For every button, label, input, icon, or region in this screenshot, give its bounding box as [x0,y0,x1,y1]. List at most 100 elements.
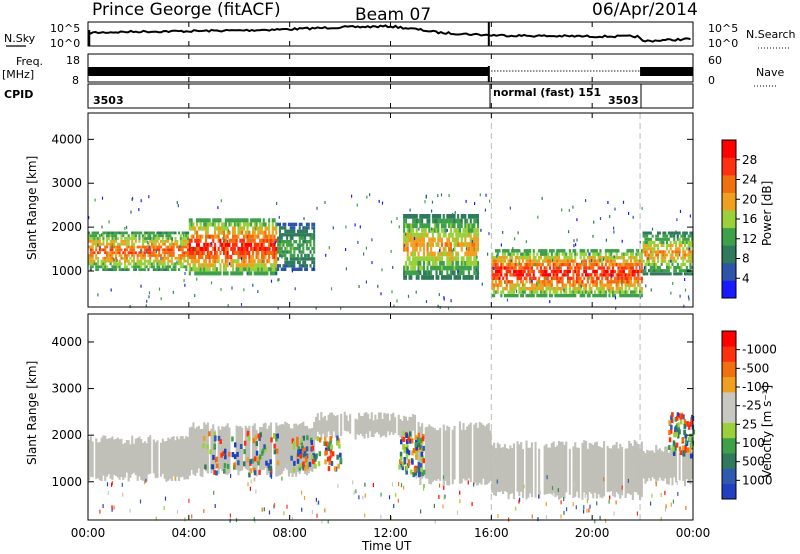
power-cell [507,266,510,270]
power-cell [275,246,278,251]
power-cell [687,240,690,244]
power-cell [122,251,125,255]
power-cell [203,218,206,223]
power-speckle [537,215,539,219]
power-cell [682,240,685,244]
power-cell [98,251,101,255]
velocity-ground-scatter [161,438,164,474]
power-speckle [622,200,625,204]
power-cell [257,226,260,231]
power-cell [503,256,506,260]
power-cell [660,256,663,260]
velocity-speckle [420,509,422,514]
velocity-cell [420,439,424,445]
power-cell [547,273,550,277]
power-cell [253,246,256,251]
power-speckle [531,279,533,283]
power-cell [550,249,553,253]
power-cell [640,252,643,256]
power-speckle [130,210,132,214]
power-cell [170,256,173,260]
power-cell [253,238,256,243]
power-cell [428,242,431,247]
power-cell [197,234,200,239]
velocity-cbar-label: Velocity [m s⁻¹] [760,385,774,478]
power-cell [642,231,645,235]
power-cell [525,249,528,253]
power-speckle [111,245,113,249]
velocity-ground-scatter [133,443,136,473]
power-cell [219,230,222,235]
power-cell [208,218,211,223]
velocity-ground-scatter [678,452,681,481]
velocity-speckle [372,483,374,487]
power-cell [642,269,645,273]
power-cell [626,290,629,294]
power-cell [421,237,424,243]
xtick-label: 12:00 [373,526,408,540]
power-cell [613,280,616,284]
velocity-cell [292,444,296,450]
power-cell [255,218,258,223]
power-cell [572,249,575,253]
power-cell [280,267,283,271]
velocity-cell [686,447,689,453]
power-cell [403,246,406,252]
power-cell [201,218,204,223]
power-cell [565,256,568,260]
power-cell [431,265,434,271]
power-speckle [506,298,509,302]
power-speckle [299,245,301,249]
power-cell [585,252,588,256]
power-cell [682,256,685,260]
velocity-speckle [283,511,285,516]
power-cell [408,270,411,276]
power-cell [574,266,577,270]
power-cell [143,254,146,257]
power-cell [100,259,103,263]
velocity-ground-scatter [332,415,335,432]
power-speckle [515,289,518,293]
velocity-speckle [395,492,397,497]
velocity-speckle [685,505,687,510]
power-cell [496,283,499,287]
power-cell [586,266,589,270]
power-cell [113,262,116,266]
velocity-cell [269,459,272,465]
power-cell [269,267,272,272]
power-cell [262,263,265,268]
velocity-ground-scatter [538,448,541,499]
power-cell [622,252,625,256]
power-cell [404,270,407,276]
power-cell [431,242,434,247]
power-cell [491,252,494,256]
power-cell [410,228,413,233]
power-cell [185,268,188,271]
nave-label: Nave [756,66,784,79]
power-cell [639,290,642,294]
power-cell [669,247,672,251]
power-cell [124,262,127,266]
power-cell [115,248,118,252]
velocity-ground-scatter [675,445,678,483]
power-cell [406,242,409,247]
power-cell [543,252,546,256]
power-cell [287,260,290,265]
power-cell [241,230,244,235]
power-cell [559,262,562,267]
power-cell [685,272,688,276]
power-speckle [536,281,538,285]
power-speckle [517,231,519,235]
power-cell [626,259,629,263]
power-cell [648,259,651,263]
velocity-cell [249,468,253,474]
velocity-cell [330,460,334,466]
power-cell [437,218,440,224]
power-cell [433,261,436,266]
power-cell [563,262,566,267]
power-cell [491,280,494,284]
power-cell [298,257,301,261]
power-cell [525,273,528,277]
power-cell [529,273,532,277]
velocity-speckle [603,477,605,482]
